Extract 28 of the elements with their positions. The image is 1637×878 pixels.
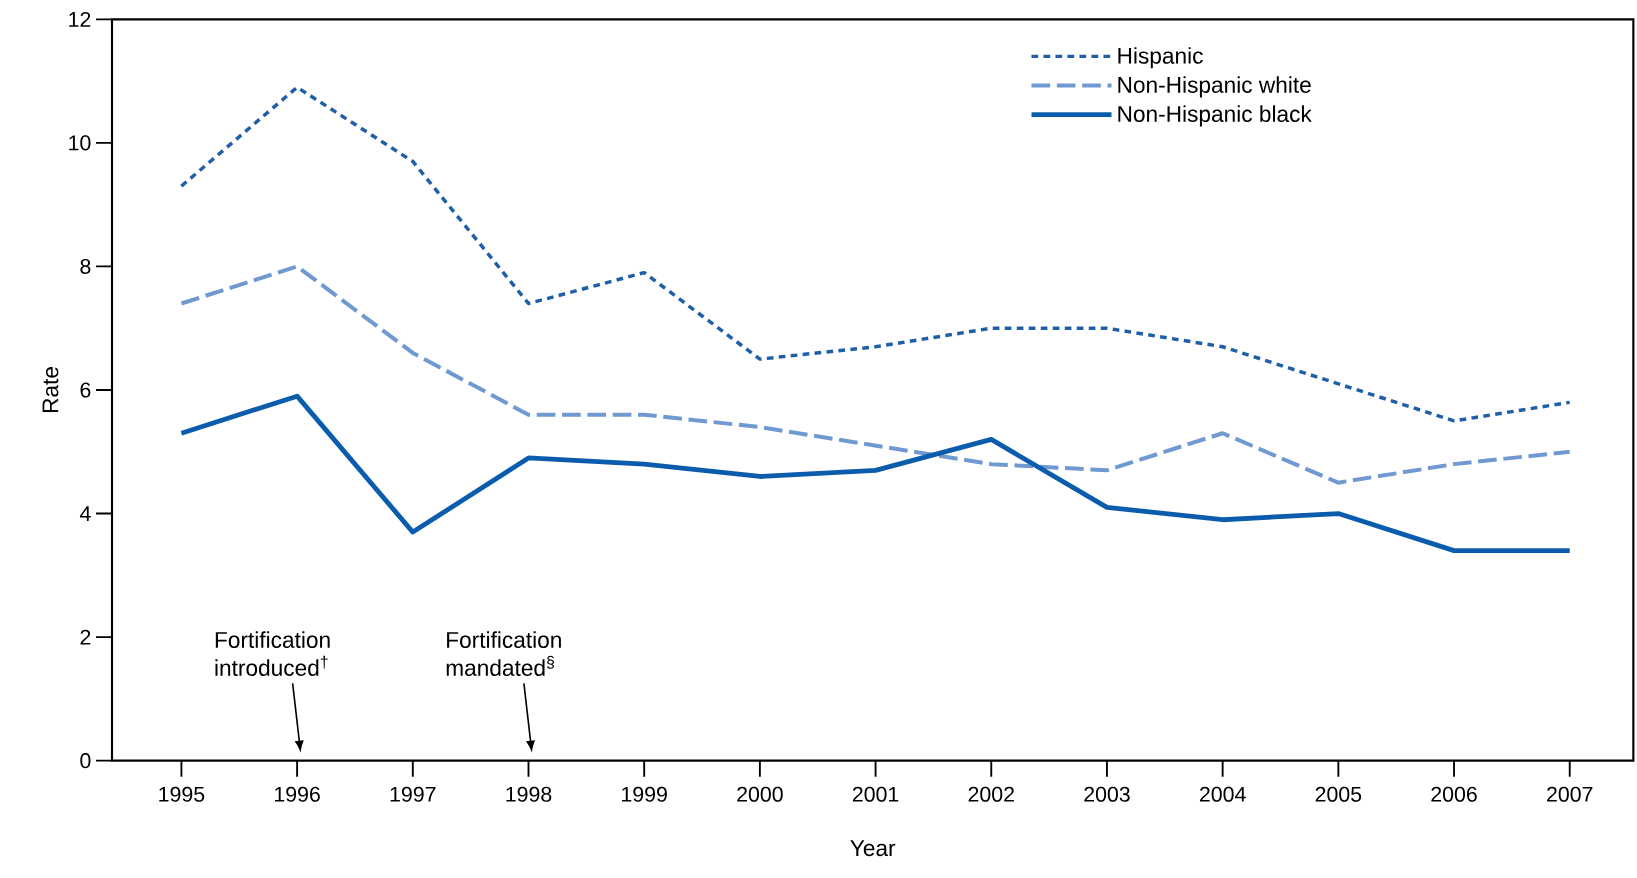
x-tick-label: 2006 <box>1431 786 1477 802</box>
legend-label: Non-Hispanic white <box>1118 76 1311 98</box>
annotation: Fortification introduced$^{†}$ <box>215 631 330 676</box>
x-tick-label: 1997 <box>390 786 436 802</box>
y-tick-label: 6 <box>80 382 91 398</box>
legend-label: Non-Hispanic black <box>1118 105 1312 127</box>
y-tick-label: 8 <box>80 258 91 274</box>
y-axis-title: Rate <box>42 367 59 413</box>
annotation: Fortification mandated$^{§}$ <box>446 631 561 676</box>
x-tick-label: 2001 <box>852 786 899 802</box>
legend-label: Hispanic <box>1118 47 1203 69</box>
y-tick-label: 0 <box>80 753 91 769</box>
y-tick-label: 12 <box>69 11 91 27</box>
y-tick-label: 2 <box>80 629 91 645</box>
x-tick-label: 1996 <box>275 786 320 802</box>
x-tick-label: 2004 <box>1199 786 1246 802</box>
x-tick-label: 1999 <box>622 786 667 802</box>
line-series <box>179 393 1573 554</box>
x-tick-label: 2003 <box>1084 786 1130 802</box>
x-tick-label: 2000 <box>737 786 783 802</box>
y-tick-label: 10 <box>69 135 91 151</box>
x-tick-label: 1998 <box>506 786 552 802</box>
x-tick-label: 2002 <box>968 786 1014 802</box>
y-tick-label: 4 <box>79 506 91 521</box>
x-axis-title: Year <box>850 840 896 857</box>
x-tick-label: 2005 <box>1315 786 1362 802</box>
x-tick-label: 1995 <box>159 786 205 802</box>
x-tick-label: 2007 <box>1547 786 1593 802</box>
